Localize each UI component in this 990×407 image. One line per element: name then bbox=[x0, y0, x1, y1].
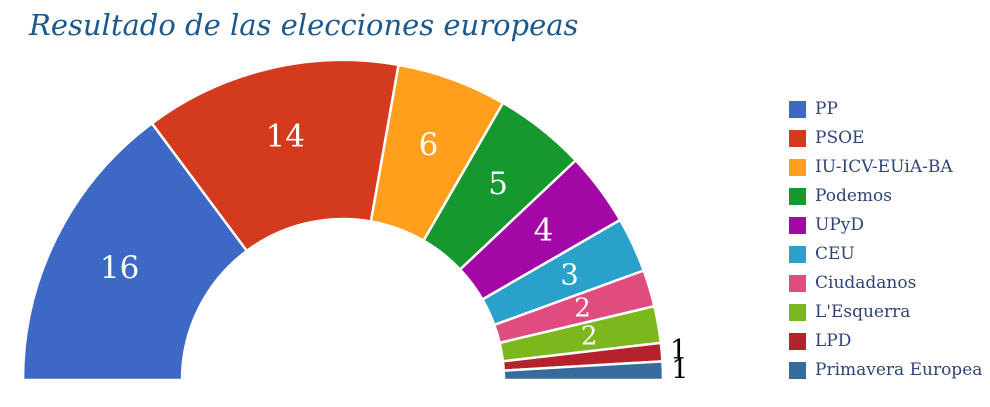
seat-count-label: 1 bbox=[671, 355, 688, 386]
seat-count-label: 1 bbox=[670, 335, 687, 366]
legend-item-ciudadanos[interactable]: Ciudadanos bbox=[789, 269, 982, 298]
legend-item-pp[interactable]: PP bbox=[789, 95, 982, 124]
legend-swatch bbox=[789, 159, 806, 176]
legend-label: Podemos bbox=[815, 186, 893, 206]
legend-label: Primavera Europea bbox=[815, 360, 983, 380]
legend-item-primavera-europea[interactable]: Primavera Europea bbox=[789, 356, 982, 385]
legend: PP PSOE IU-ICV-EUiA-BA Podemos UPyD CEU Ciudad… bbox=[789, 95, 982, 385]
legend-label: CEU bbox=[815, 244, 855, 264]
segment-psoe[interactable] bbox=[150, 58, 400, 253]
legend-item-iu-icv-euia-ba[interactable]: IU-ICV-EUiA-BA bbox=[789, 153, 982, 182]
seat-count-label: 14 bbox=[266, 119, 305, 155]
seat-count-label: 3 bbox=[560, 257, 578, 291]
legend-swatch bbox=[789, 246, 806, 263]
legend-swatch bbox=[789, 101, 806, 118]
legend-swatch bbox=[789, 275, 806, 292]
segment-pp[interactable] bbox=[21, 122, 249, 382]
legend-label: IU-ICV-EUiA-BA bbox=[815, 157, 953, 177]
seat-count-label: 5 bbox=[488, 166, 508, 202]
legend-label: Ciudadanos bbox=[815, 273, 917, 293]
segment-primavera-europea[interactable] bbox=[502, 360, 665, 382]
seat-count-label: 2 bbox=[581, 322, 598, 352]
seat-count-label: 16 bbox=[100, 250, 139, 286]
seat-count-label: 2 bbox=[574, 293, 591, 323]
legend-item-l-esquerra[interactable]: L'Esquerra bbox=[789, 298, 982, 327]
legend-swatch bbox=[789, 362, 806, 379]
legend-item-lpd[interactable]: LPD bbox=[789, 327, 982, 356]
legend-swatch bbox=[789, 130, 806, 147]
legend-label: PSOE bbox=[815, 128, 865, 148]
seat-count-label: 6 bbox=[419, 127, 439, 163]
legend-swatch bbox=[789, 333, 806, 350]
legend-label: UPyD bbox=[815, 215, 864, 235]
legend-item-ceu[interactable]: CEU bbox=[789, 240, 982, 269]
legend-swatch bbox=[789, 188, 806, 205]
seat-count-label: 4 bbox=[534, 213, 554, 249]
legend-label: LPD bbox=[815, 331, 852, 351]
legend-label: L'Esquerra bbox=[815, 302, 911, 322]
legend-swatch bbox=[789, 217, 806, 234]
legend-item-podemos[interactable]: Podemos bbox=[789, 182, 982, 211]
legend-item-upyd[interactable]: UPyD bbox=[789, 211, 982, 240]
legend-swatch bbox=[789, 304, 806, 321]
chart-title: Resultado de las elecciones europeas bbox=[29, 8, 579, 42]
legend-item-psoe[interactable]: PSOE bbox=[789, 124, 982, 153]
legend-label: PP bbox=[815, 99, 838, 119]
